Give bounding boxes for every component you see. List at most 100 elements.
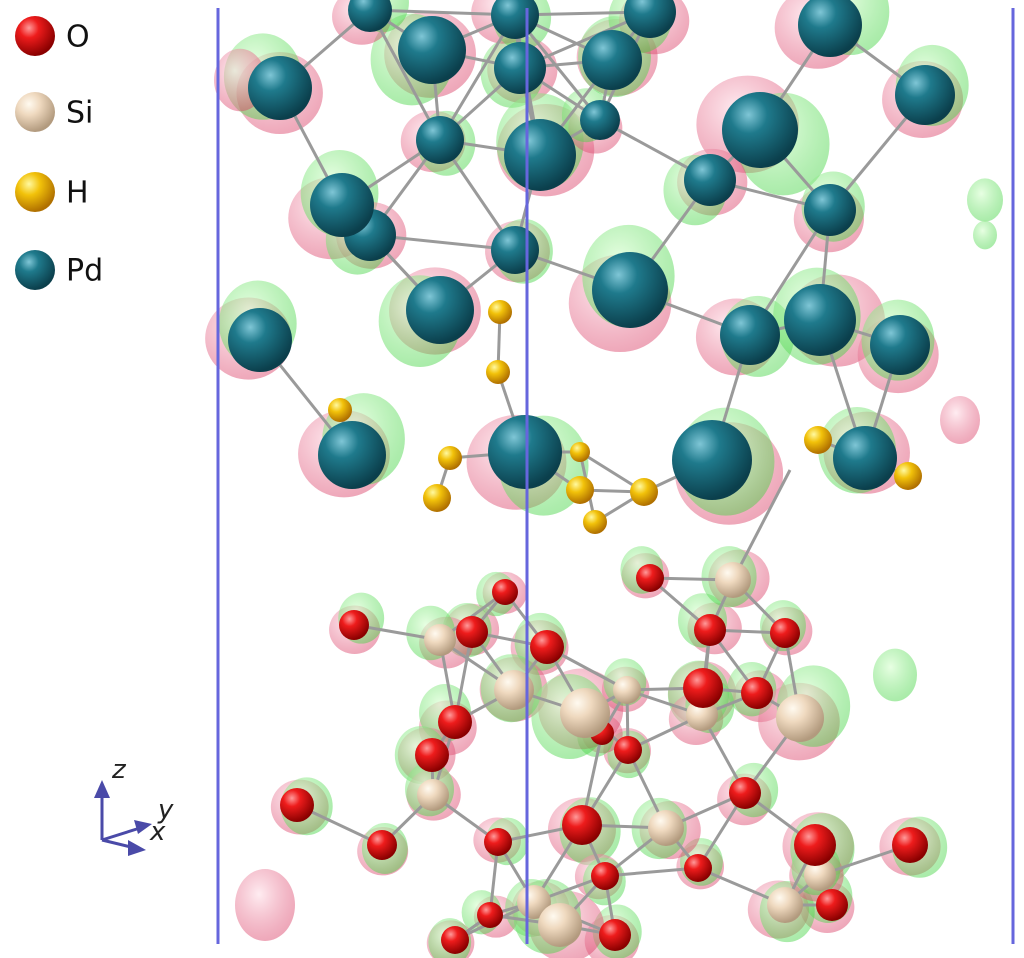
atom-o: [415, 738, 449, 772]
bond: [368, 9, 442, 141]
atom-si: [648, 810, 684, 846]
legend: O Si H Pd: [15, 16, 103, 290]
atom-pd: [348, 0, 392, 32]
bond: [731, 469, 792, 581]
atom-pd: [870, 315, 930, 375]
atom-pd: [248, 56, 312, 120]
atom-pd: [720, 305, 780, 365]
atom-o: [530, 630, 564, 664]
atom-pd: [491, 226, 539, 274]
isosurface: [940, 396, 980, 444]
atom-si: [715, 562, 751, 598]
isosurface: [967, 178, 1003, 222]
atoms: [228, 0, 955, 954]
atom-o: [477, 902, 503, 928]
atom-pd: [488, 415, 562, 489]
legend-label: Si: [66, 96, 93, 131]
atom-o: [694, 614, 726, 646]
axis-label: z: [111, 755, 127, 785]
atom-o: [683, 668, 723, 708]
legend-label: Pd: [66, 254, 103, 289]
atom-o: [280, 788, 314, 822]
atom-si: [494, 670, 534, 710]
atom-pd: [416, 116, 464, 164]
atom-pd: [784, 284, 856, 356]
atom-pd: [406, 276, 474, 344]
legend-swatch: [15, 92, 55, 132]
atom-pd: [684, 154, 736, 206]
arrowhead: [134, 820, 152, 834]
atom-pd: [504, 119, 576, 191]
atom-h: [630, 478, 658, 506]
isosurface: [973, 220, 997, 250]
atom-pd: [798, 0, 862, 57]
atom-o: [484, 828, 512, 856]
atom-o: [438, 705, 472, 739]
y-axis-arrow: [101, 826, 141, 842]
atom-o: [684, 854, 712, 882]
axis-label: x: [149, 817, 166, 847]
atom-pd: [804, 184, 856, 236]
atom-si: [767, 887, 803, 923]
atom-o: [367, 830, 397, 860]
atom-h: [894, 462, 922, 490]
bond: [438, 14, 517, 141]
isosurface: [873, 648, 917, 702]
atom-h: [570, 442, 590, 462]
cell-edges: [216, 8, 1015, 944]
atom-h: [423, 484, 451, 512]
atom-pd: [318, 421, 386, 489]
atom-o: [492, 579, 518, 605]
atom-pd: [624, 0, 676, 38]
atom-o: [599, 919, 631, 951]
atom-o: [614, 736, 642, 764]
atom-pd: [494, 42, 546, 94]
atom-o: [591, 862, 619, 890]
atom-si: [538, 903, 582, 947]
atom-pd: [895, 65, 955, 125]
legend-swatch: [15, 172, 55, 212]
atom-o: [729, 777, 761, 809]
legend-swatch: [15, 16, 55, 56]
atom-pd: [582, 30, 642, 90]
bond: [604, 866, 699, 878]
atom-h: [488, 300, 512, 324]
atom-si: [417, 779, 449, 811]
atom-si: [560, 688, 610, 738]
atom-h: [583, 510, 607, 534]
atom-si: [424, 624, 456, 656]
atom-o: [339, 610, 369, 640]
atom-h: [486, 360, 510, 384]
atom-o: [816, 889, 848, 921]
isosurface: [235, 869, 295, 941]
atom-o: [441, 926, 469, 954]
atom-pd: [310, 173, 374, 237]
atom-pd: [722, 92, 798, 168]
atom-o: [770, 618, 800, 648]
legend-label: O: [66, 20, 90, 55]
legend-swatch: [15, 250, 55, 290]
atom-pd: [398, 16, 466, 84]
atom-si: [804, 859, 836, 891]
atom-o: [636, 564, 664, 592]
atom-pd: [228, 308, 292, 372]
axis-label: y: [157, 795, 174, 825]
atom-o: [741, 677, 773, 709]
atom-o: [892, 827, 928, 863]
arrowhead: [128, 840, 146, 856]
legend-label: H: [66, 176, 89, 211]
atom-pd: [833, 426, 897, 490]
atom-si: [776, 694, 824, 742]
atom-h: [328, 398, 352, 422]
atom-o: [794, 824, 836, 866]
atom-pd: [580, 100, 620, 140]
atom-o: [562, 805, 602, 845]
axis-triad: z y x: [94, 755, 174, 856]
atom-si: [686, 699, 718, 731]
atom-h: [804, 426, 832, 454]
bond: [369, 8, 516, 17]
atom-pd: [592, 252, 668, 328]
atom-h: [566, 476, 594, 504]
atom-si: [613, 676, 641, 704]
